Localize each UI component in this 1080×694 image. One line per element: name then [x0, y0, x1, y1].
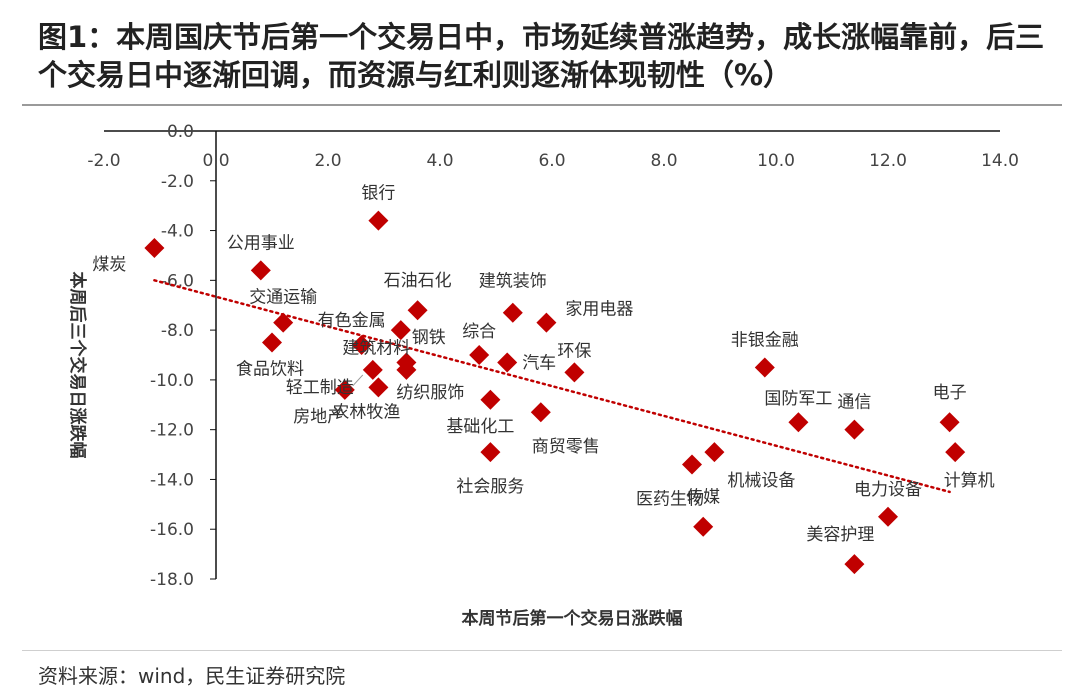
- trendline: [153, 279, 951, 494]
- data-point-label: 美容护理: [806, 525, 874, 545]
- x-tick-label: 14.0: [981, 151, 1019, 171]
- chart-title: 图1：本周国庆节后第一个交易日中，市场延续普涨趋势，成长涨幅靠前，后三个交易日中…: [38, 20, 1045, 92]
- leader-line: [352, 374, 364, 387]
- y-tick-label: -16.0: [150, 520, 194, 540]
- data-point-label: 家用电器: [565, 300, 633, 320]
- y-axis-title: 本周后三个交易日涨跌幅: [67, 272, 88, 459]
- points-layer: [144, 210, 966, 575]
- data-point: [844, 554, 865, 575]
- data-point: [273, 312, 294, 333]
- data-point: [530, 402, 551, 423]
- y-tick-label: -10.0: [150, 371, 194, 391]
- data-point-label: 轻工制造: [286, 378, 354, 398]
- data-point: [262, 332, 282, 353]
- scatter-chart: -2.0 0.0 2.0 4.0 6.0 8.0 10.0 12.0 14.0 0.0 -2.0 -4…: [67, 122, 1019, 629]
- data-point-label: 煤炭: [92, 255, 126, 275]
- y-tick-label: 0.0: [167, 122, 194, 142]
- data-point-label: 钢铁: [412, 328, 446, 348]
- source-note: 资料来源：wind，民生证券研究院: [38, 664, 346, 688]
- x-tick-label: 12.0: [869, 151, 907, 171]
- data-point-label: 房地产: [293, 407, 344, 427]
- data-point-label: 环保: [557, 341, 591, 361]
- data-point-label: 交通运输: [249, 288, 317, 308]
- data-point-label: 银行: [361, 184, 395, 204]
- data-point: [682, 454, 702, 475]
- data-point-label: 农林牧渔: [332, 402, 400, 422]
- data-point: [693, 516, 714, 537]
- x-tick-label: -2.0: [87, 151, 120, 171]
- data-point-label: 食品饮料: [236, 360, 304, 380]
- data-point: [351, 335, 372, 356]
- data-point: [704, 442, 725, 463]
- data-point-label: 医药生物: [636, 490, 704, 510]
- data-point-label: 有色金属: [318, 311, 386, 331]
- data-point-label: 石油石化: [384, 271, 452, 291]
- x-axis-title: 本周节后第一个交易日涨跌幅: [462, 608, 683, 629]
- data-point-label: 计算机: [944, 471, 995, 491]
- y-tick-label: -2.0: [161, 172, 194, 192]
- data-point: [396, 359, 417, 380]
- data-point: [564, 362, 585, 383]
- y-tick-label: -8.0: [161, 321, 194, 341]
- data-point: [536, 312, 557, 333]
- data-point: [844, 419, 865, 440]
- y-tick-label: -6.0: [161, 271, 194, 291]
- y-tick-label: -18.0: [150, 570, 194, 590]
- title-divider: [22, 104, 1062, 106]
- data-point: [334, 379, 355, 400]
- data-point-label: 社会服务: [456, 477, 524, 497]
- data-point-label: 通信: [837, 393, 871, 413]
- data-point: [878, 506, 898, 527]
- data-point-label: 机械设备: [727, 471, 795, 491]
- y-tick-label: -12.0: [150, 421, 194, 441]
- data-point: [945, 442, 966, 463]
- x-tick-label: 10.0: [757, 151, 795, 171]
- trendline-layer: [153, 279, 951, 494]
- data-point: [939, 412, 960, 433]
- x-tick-label: 8.0: [650, 151, 677, 171]
- x-tick-label: 2.0: [314, 151, 341, 171]
- y-tick-label: -4.0: [161, 222, 194, 242]
- data-point-label: 基础化工: [446, 417, 514, 437]
- data-point-label: 汽车: [522, 353, 556, 373]
- data-point: [144, 237, 165, 258]
- data-point: [502, 302, 523, 323]
- data-point-label: 建筑装饰: [479, 272, 547, 292]
- data-point: [390, 320, 411, 341]
- data-point: [407, 300, 428, 321]
- y-tick-label: -14.0: [150, 470, 194, 490]
- data-point: [250, 260, 271, 281]
- data-point: [788, 412, 809, 433]
- data-point: [754, 357, 775, 378]
- data-point: [368, 210, 389, 231]
- data-point-label: 综合: [462, 322, 496, 342]
- data-point: [469, 345, 490, 365]
- data-point-label: 电子: [933, 383, 967, 403]
- data-point-label: 纺织服饰: [396, 383, 464, 403]
- data-point: [497, 352, 518, 373]
- data-point: [480, 442, 501, 463]
- x-tick-label: 6.0: [538, 151, 565, 171]
- data-point-label: 传媒: [686, 488, 720, 508]
- data-point-label: 国防军工: [764, 389, 832, 409]
- data-point-label: 建筑材料: [342, 338, 410, 358]
- data-point: [368, 377, 389, 398]
- data-point-label: 公用事业: [227, 233, 295, 253]
- x-tick-label: 0.0: [202, 151, 229, 171]
- data-point-label: 商贸零售: [532, 437, 600, 457]
- data-point-label: 非银金融: [731, 330, 799, 350]
- data-point: [480, 389, 501, 410]
- x-tick-label: 4.0: [426, 151, 453, 171]
- source-divider: [22, 650, 1062, 651]
- axes-layer: -2.0 0.0 2.0 4.0 6.0 8.0 10.0 12.0 14.0 0.0 -2.0 -4…: [67, 122, 1019, 629]
- data-point: [362, 359, 383, 380]
- data-point-label: 电力设备: [854, 480, 922, 500]
